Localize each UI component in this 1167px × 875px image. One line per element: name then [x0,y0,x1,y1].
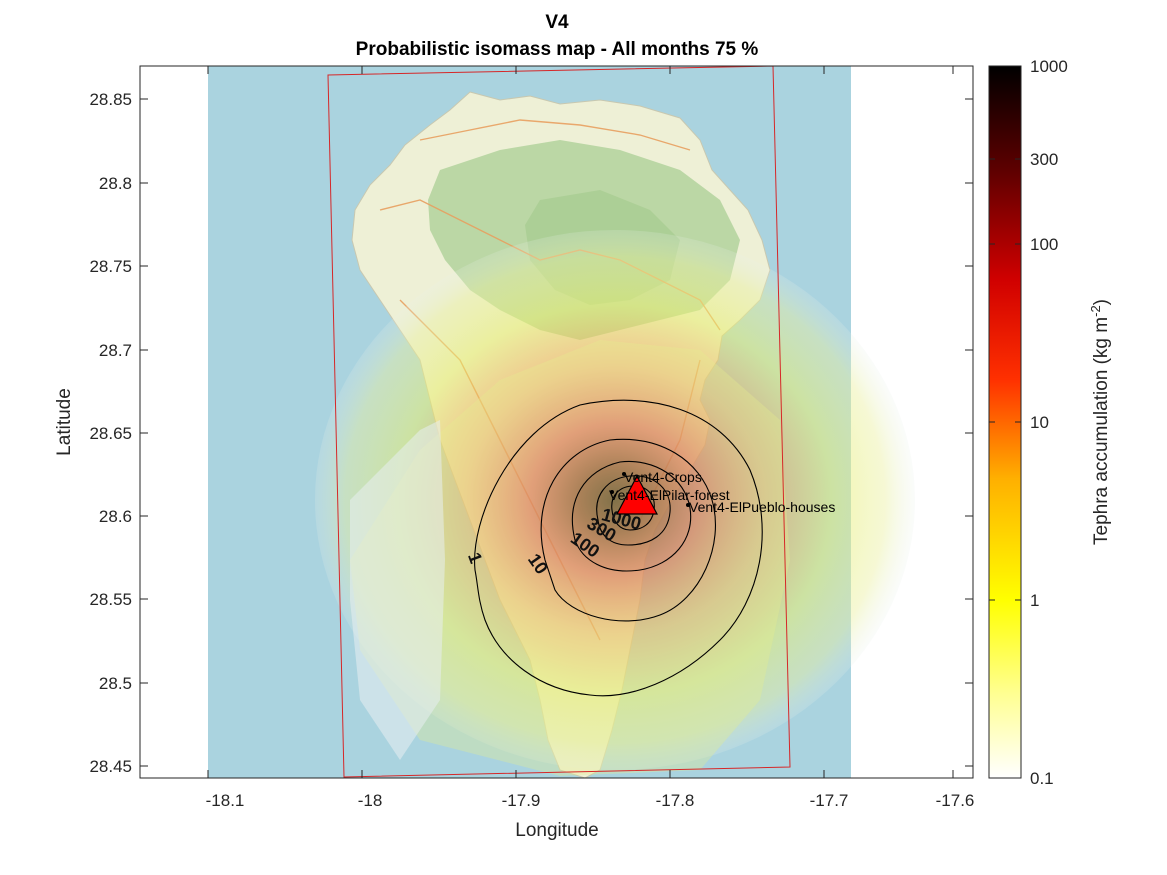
contour-1 [474,399,763,697]
site-point-houses [686,503,690,507]
x-axis-label: Longitude [515,820,598,841]
y-tick-label: 28.75 [89,257,132,276]
y-tick-label: 28.8 [99,174,132,193]
site-markers [610,472,690,507]
site-label-crops: Vent4-Crops [624,469,702,485]
tephra-south-halo [350,340,790,776]
y-tick-label: 28.45 [89,757,132,776]
figure-title: V4 [545,12,569,33]
axes-frame [139,65,974,779]
site-label-forest: Vent4-ElPilar-forest [609,487,730,503]
colorbar-tick-label: 1000 [1030,57,1068,76]
x-tick-label: -18 [358,791,383,810]
x-tick-label: -17.9 [502,791,541,810]
colorbar-tick-label: 300 [1030,150,1058,169]
tephra-west-haze [350,420,445,760]
site-point-forest [610,490,614,494]
vent-triangle [616,474,658,515]
site-point-crops [622,472,626,476]
x-tick-label: -18.1 [206,791,245,810]
y-axis-label: Latitude [54,388,75,456]
y-tick-label: 28.65 [89,424,132,443]
isomass-contours [474,399,763,697]
site-label-houses: Vent4-ElPueblo-houses [689,499,835,515]
y-tick-label: 28.55 [89,590,132,609]
colorbar-tick-label: 1 [1030,591,1039,610]
colorbar-tick-label: 100 [1030,235,1058,254]
y-tick-label: 28.85 [89,90,132,109]
x-tick-label: -17.7 [810,791,849,810]
colorbar-tick-label: 0.1 [1030,769,1054,788]
tephra-deposit [315,230,915,770]
contour-100 [571,460,692,572]
tick-marks [140,66,973,778]
x-tick-label: -17.6 [936,791,975,810]
contour-300 [596,475,671,546]
colorbar-tick-label: 10 [1030,413,1049,432]
y-tick-label: 28.7 [99,341,132,360]
contour-10 [540,438,716,622]
domain-box [327,66,791,778]
x-tick-label: -17.8 [656,791,695,810]
colorbar-ticks [989,65,1021,779]
colorbar-label: Tephra accumulation (kg m-2) [1088,299,1112,545]
figure-subtitle: Probabilistic isomass map - All months 7… [356,39,759,60]
y-tick-label: 28.5 [99,674,132,693]
y-tick-label: 28.6 [99,507,132,526]
